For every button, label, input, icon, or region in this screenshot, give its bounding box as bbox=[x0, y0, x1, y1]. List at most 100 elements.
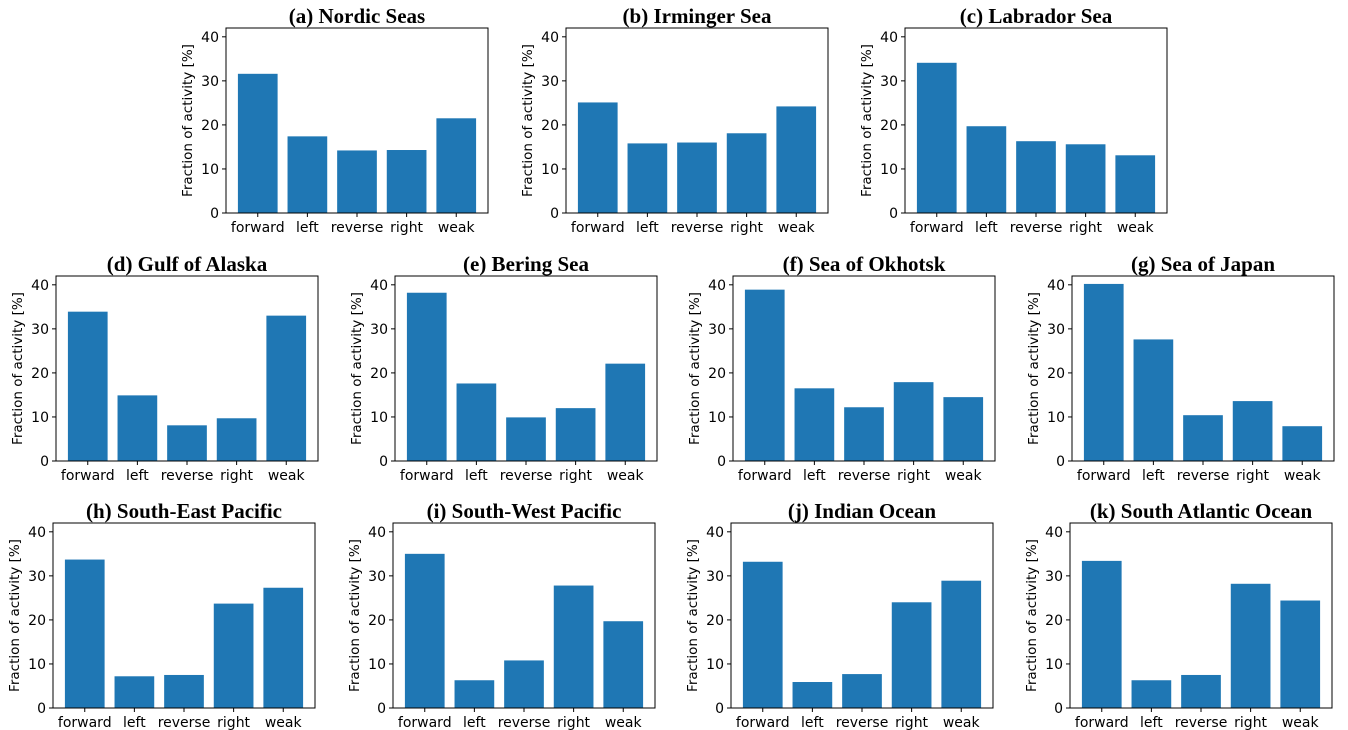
bar bbox=[167, 425, 207, 461]
y-tick-label: 30 bbox=[368, 569, 386, 585]
x-tick-label: weak bbox=[605, 715, 643, 730]
y-tick-label: 10 bbox=[880, 162, 898, 178]
x-tick-label: forward bbox=[231, 220, 285, 236]
x-tick-label: right bbox=[895, 715, 928, 730]
y-tick-label: 20 bbox=[201, 118, 219, 134]
x-tick-label: forward bbox=[58, 715, 112, 730]
axes-frame bbox=[732, 275, 996, 462]
x-tick-label: right bbox=[559, 468, 592, 484]
x-tick-label: right bbox=[220, 468, 253, 484]
bar bbox=[114, 676, 155, 708]
x-tick-label: weak bbox=[1117, 220, 1155, 236]
y-tick-label: 20 bbox=[28, 613, 46, 629]
y-tick-label: 10 bbox=[541, 162, 559, 178]
y-tick-label: 30 bbox=[31, 322, 49, 338]
bar bbox=[1115, 155, 1156, 213]
y-tick-label: 40 bbox=[1047, 278, 1065, 294]
y-axis-label: Fraction of activity [%] bbox=[520, 44, 536, 197]
bar bbox=[776, 106, 817, 213]
y-tick-label: 20 bbox=[706, 613, 724, 629]
bar bbox=[577, 102, 618, 213]
chart-title: (c) Labrador Sea bbox=[960, 4, 1113, 28]
y-tick-label: 30 bbox=[706, 569, 724, 585]
axes-frame bbox=[52, 522, 316, 709]
bar bbox=[406, 292, 447, 461]
y-axis-label: Fraction of activity [%] bbox=[1026, 292, 1042, 445]
y-tick-label: 30 bbox=[1045, 569, 1063, 585]
x-tick-label: left bbox=[123, 715, 146, 730]
chart-title: (b) Irminger Sea bbox=[623, 4, 772, 28]
x-tick-label: reverse bbox=[498, 715, 551, 730]
bar bbox=[553, 585, 594, 708]
chart-title: (a) Nordic Seas bbox=[289, 4, 425, 28]
y-axis-label: Fraction of activity [%] bbox=[685, 539, 701, 692]
y-tick-label: 30 bbox=[1047, 322, 1065, 338]
x-tick-label: right bbox=[557, 715, 590, 730]
y-tick-label: 30 bbox=[28, 569, 46, 585]
x-tick-label: reverse bbox=[838, 468, 891, 484]
bar bbox=[792, 682, 833, 708]
x-tick-label: forward bbox=[1077, 468, 1131, 484]
bar bbox=[164, 674, 204, 708]
y-tick-label: 40 bbox=[880, 30, 898, 46]
y-axis-label: Fraction of activity [%] bbox=[10, 292, 26, 445]
bar bbox=[1016, 141, 1056, 213]
x-tick-label: weak bbox=[268, 468, 306, 484]
y-tick-label: 10 bbox=[1047, 410, 1065, 426]
y-tick-label: 40 bbox=[541, 30, 559, 46]
x-tick-label: left bbox=[465, 468, 488, 484]
y-tick-label: 20 bbox=[708, 366, 726, 382]
subplot: forward left reverse right weak 0 10 20 30 40 Frac… bbox=[859, 4, 1168, 236]
y-tick-label: 30 bbox=[541, 74, 559, 90]
chart-title: (i) South-West Pacific bbox=[427, 499, 622, 523]
bar bbox=[794, 388, 835, 461]
y-tick-label: 40 bbox=[201, 30, 219, 46]
bar bbox=[844, 407, 884, 461]
bar bbox=[237, 73, 278, 213]
x-tick-label: reverse bbox=[331, 220, 384, 236]
subplot: forward left reverse right weak 0 10 20 30 40 Frac… bbox=[520, 4, 829, 236]
x-tick-label: forward bbox=[738, 468, 792, 484]
y-axis-label: Fraction of activity [%] bbox=[7, 539, 23, 692]
x-tick-label: forward bbox=[571, 220, 625, 236]
bar bbox=[943, 397, 984, 461]
x-tick-label: weak bbox=[778, 220, 816, 236]
bar bbox=[1282, 426, 1323, 461]
subplot: forward left reverse right weak 0 10 20 30 40 Frac… bbox=[10, 252, 319, 484]
x-tick-label: weak bbox=[607, 468, 645, 484]
x-tick-label: left bbox=[463, 715, 486, 730]
subplot: forward left reverse right weak 0 10 20 30 40 Frac… bbox=[180, 4, 489, 236]
bar bbox=[506, 417, 546, 461]
bar bbox=[1133, 339, 1174, 461]
x-tick-label: reverse bbox=[158, 715, 211, 730]
y-tick-label: 20 bbox=[368, 613, 386, 629]
x-tick-label: left bbox=[803, 468, 826, 484]
x-tick-label: forward bbox=[736, 715, 790, 730]
bar bbox=[287, 136, 328, 213]
y-tick-label: 10 bbox=[706, 657, 724, 673]
y-tick-label: 0 bbox=[379, 454, 388, 470]
x-tick-label: left bbox=[296, 220, 319, 236]
chart-title: (j) Indian Ocean bbox=[788, 499, 937, 523]
x-tick-label: left bbox=[126, 468, 149, 484]
x-tick-label: right bbox=[730, 220, 763, 236]
bar bbox=[627, 143, 668, 213]
axes-frame bbox=[730, 522, 994, 709]
bar bbox=[216, 418, 257, 461]
bar bbox=[941, 580, 982, 708]
y-tick-label: 40 bbox=[368, 525, 386, 541]
y-tick-label: 10 bbox=[708, 410, 726, 426]
x-tick-label: right bbox=[1234, 715, 1267, 730]
bar bbox=[726, 133, 767, 213]
y-tick-label: 0 bbox=[1054, 701, 1063, 717]
y-tick-label: 30 bbox=[708, 322, 726, 338]
bar bbox=[744, 289, 785, 461]
bar bbox=[1083, 283, 1124, 461]
bar bbox=[454, 680, 495, 708]
x-tick-label: right bbox=[1069, 220, 1102, 236]
bar bbox=[263, 587, 304, 708]
y-tick-label: 20 bbox=[880, 118, 898, 134]
y-tick-label: 20 bbox=[31, 366, 49, 382]
